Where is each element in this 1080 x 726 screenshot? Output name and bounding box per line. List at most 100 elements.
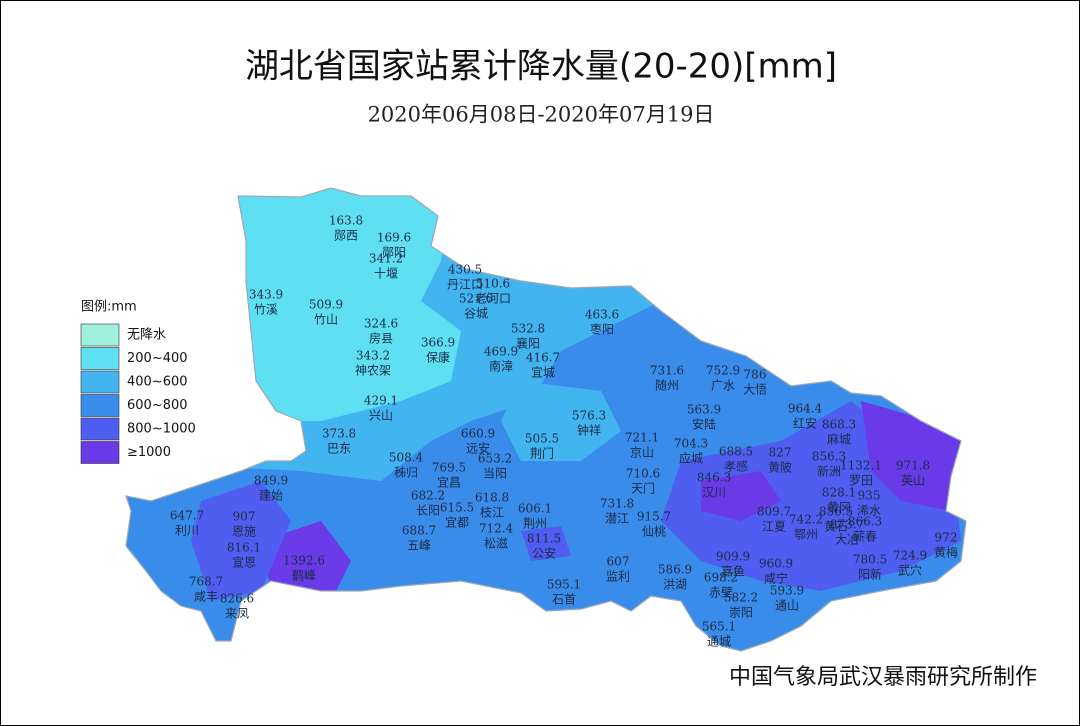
station-name: 当阳 xyxy=(483,467,507,481)
station-value: 324.6 xyxy=(364,317,398,331)
legend-title: 图例:mm xyxy=(81,300,137,315)
station-value: 721.1 xyxy=(625,431,659,445)
station-value: 343.2 xyxy=(356,349,390,363)
station-value: 742.2 xyxy=(789,513,823,527)
station-name: 潜江 xyxy=(605,512,629,526)
station-name: 大悟 xyxy=(743,382,767,397)
station-value: 521.6 xyxy=(459,292,493,306)
station-name: 枝江 xyxy=(480,505,504,520)
station-value: 856.3 xyxy=(812,450,846,464)
station-value: 169.6 xyxy=(377,231,411,245)
station-value: 563.9 xyxy=(687,403,721,417)
station-value: 828.1 xyxy=(822,486,856,500)
station-value: 710.6 xyxy=(626,467,660,481)
station-value: 915.7 xyxy=(637,510,671,524)
station-name: 监利 xyxy=(606,570,630,584)
station-value: 786 xyxy=(744,368,767,382)
station-name: 荆州 xyxy=(523,517,547,531)
station-value: 873.7 xyxy=(830,518,864,532)
station-name: 南漳 xyxy=(489,359,513,374)
station-name: 赤壁 xyxy=(709,585,733,600)
station-value: 508.4 xyxy=(389,451,424,465)
station-name: 公安 xyxy=(532,546,556,561)
station-value: 712.4 xyxy=(479,522,514,536)
station-name: 利川 xyxy=(175,524,199,538)
station-value: 607 xyxy=(607,555,630,569)
station-name: 红安 xyxy=(793,416,817,431)
station-value: 576.3 xyxy=(572,409,606,423)
station-name: 咸丰 xyxy=(194,590,218,604)
station-value: 416.7 xyxy=(526,351,560,365)
station-name: 京山 xyxy=(630,446,654,460)
legend-swatch xyxy=(80,323,120,347)
legend-label: 600~800 xyxy=(127,398,188,413)
station-value: 463.6 xyxy=(585,308,619,322)
station-value: 826.6 xyxy=(220,592,254,606)
station-name: 仙桃 xyxy=(642,524,666,539)
legend: 无降水 200~400 400~600 600~800 800~1000 ≥1000 xyxy=(80,323,196,464)
station-value: 971.8 xyxy=(896,459,930,473)
station-value: 866.3 xyxy=(848,515,882,529)
station-name: 广水 xyxy=(711,379,735,393)
station-name: 通山 xyxy=(775,599,799,613)
station-name: 老河口 xyxy=(475,292,511,306)
station-name: 远安 xyxy=(466,441,490,456)
station-name: 建始 xyxy=(259,489,283,503)
station-name: 荆门 xyxy=(530,446,554,461)
station-value: 907 xyxy=(233,510,256,524)
station-value: 565.1 xyxy=(702,620,736,634)
legend-swatch xyxy=(80,394,120,417)
station-name: 保康 xyxy=(426,350,450,365)
station-name: 房县 xyxy=(369,331,393,346)
station-value: 964.4 xyxy=(788,402,823,416)
station-value: 595.1 xyxy=(547,578,581,592)
station-name: 咸宁 xyxy=(764,571,788,586)
legend-label: 800~1000 xyxy=(127,422,196,437)
station-value: 593.9 xyxy=(770,584,804,598)
station-name: 竹山 xyxy=(314,313,338,327)
title: 湖北省国家站累计降水量(20-20)[mm] xyxy=(245,47,837,87)
station-value: 615.5 xyxy=(440,501,474,515)
station-value: 768.7 xyxy=(189,575,223,589)
station-value: 430.5 xyxy=(448,263,482,277)
station-name: 汉川 xyxy=(702,486,726,500)
station-name: 长阳 xyxy=(416,504,440,518)
station-name: 钟祥 xyxy=(577,423,601,438)
station-name: 襄阳 xyxy=(516,336,540,351)
station-name: 江夏 xyxy=(762,520,786,534)
station-value: 688.7 xyxy=(402,524,436,538)
station-value: 780.5 xyxy=(853,553,887,567)
station-value: 510.6 xyxy=(476,277,510,291)
station-name: 来凤 xyxy=(225,607,249,621)
legend-label: 200~400 xyxy=(127,351,188,366)
legend-label: 400~600 xyxy=(127,375,188,390)
legend-swatch xyxy=(80,441,120,464)
station-value: 366.9 xyxy=(421,336,455,350)
station-name: 宜城 xyxy=(531,365,555,380)
station-value: 682.2 xyxy=(411,489,445,503)
station-name: 嘉鱼 xyxy=(721,565,745,579)
legend-swatch xyxy=(80,347,120,370)
station-name: 蕲春 xyxy=(853,530,877,544)
station-name: 十堰 xyxy=(374,267,398,281)
legend-label: ≥1000 xyxy=(127,445,171,460)
station-value: 935 xyxy=(858,489,881,503)
station-value: 769.5 xyxy=(432,461,466,475)
subtitle: 2020年06月08日-2020年07月19日 xyxy=(368,103,715,127)
station-value: 618.8 xyxy=(475,491,509,505)
station-name: 通城 xyxy=(707,635,731,649)
station-value: 752.9 xyxy=(706,364,740,378)
station-name: 黄梅 xyxy=(934,545,958,560)
station-name: 鹤峰 xyxy=(292,568,316,583)
station-name: 黄石 xyxy=(824,520,848,534)
station-name: 宣恩 xyxy=(232,555,256,570)
station-name: 随州 xyxy=(655,378,679,393)
station-name: 孝感 xyxy=(724,459,748,474)
station-name: 秭归 xyxy=(394,466,418,480)
station-value: 724.9 xyxy=(893,549,927,563)
station-name: 应城 xyxy=(679,451,703,466)
station-name: 兴山 xyxy=(369,409,393,423)
